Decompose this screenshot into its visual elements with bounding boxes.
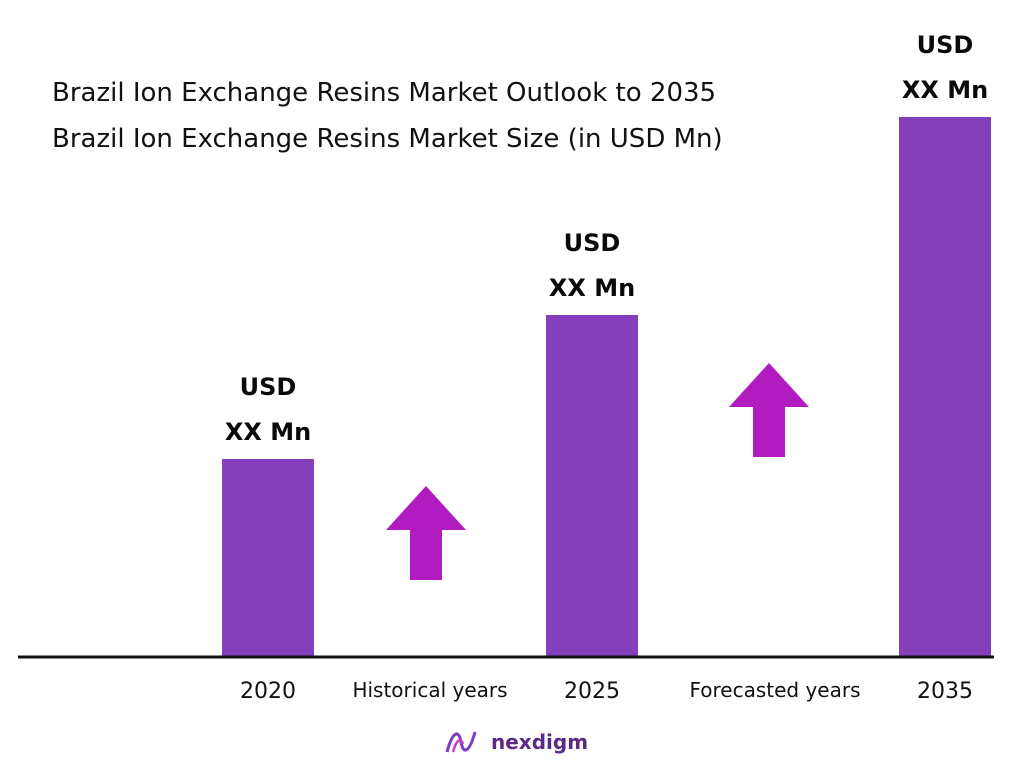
chart-subtitle: Brazil Ion Exchange Resins Market Size (…	[52, 124, 723, 154]
bar-value-label-line2: XX Mn	[902, 76, 988, 104]
growth-arrow-icon	[386, 486, 466, 580]
nexdigm-logo: nexdigm	[445, 728, 588, 756]
bar-value-label-line1: USD	[917, 31, 974, 59]
bar-2025	[546, 315, 638, 657]
bar-2035	[899, 117, 991, 657]
bar-value-label-line1: USD	[240, 373, 297, 401]
bar-value-label-line2: XX Mn	[225, 418, 311, 446]
period-label: Forecasted years	[689, 678, 860, 702]
nexdigm-wave-icon	[445, 731, 477, 753]
bar-value-label-line2: XX Mn	[549, 274, 635, 302]
x-tick-label: 2025	[564, 679, 620, 704]
x-tick-label: 2020	[240, 679, 296, 704]
period-label: Historical years	[352, 678, 507, 702]
logo-text: nexdigm	[491, 730, 589, 754]
x-tick-label: 2035	[917, 679, 973, 704]
bar-2020	[222, 459, 314, 657]
chart-title: Brazil Ion Exchange Resins Market Outloo…	[52, 78, 717, 108]
growth-arrow-icon	[729, 363, 809, 457]
bar-value-label-line1: USD	[564, 229, 621, 257]
